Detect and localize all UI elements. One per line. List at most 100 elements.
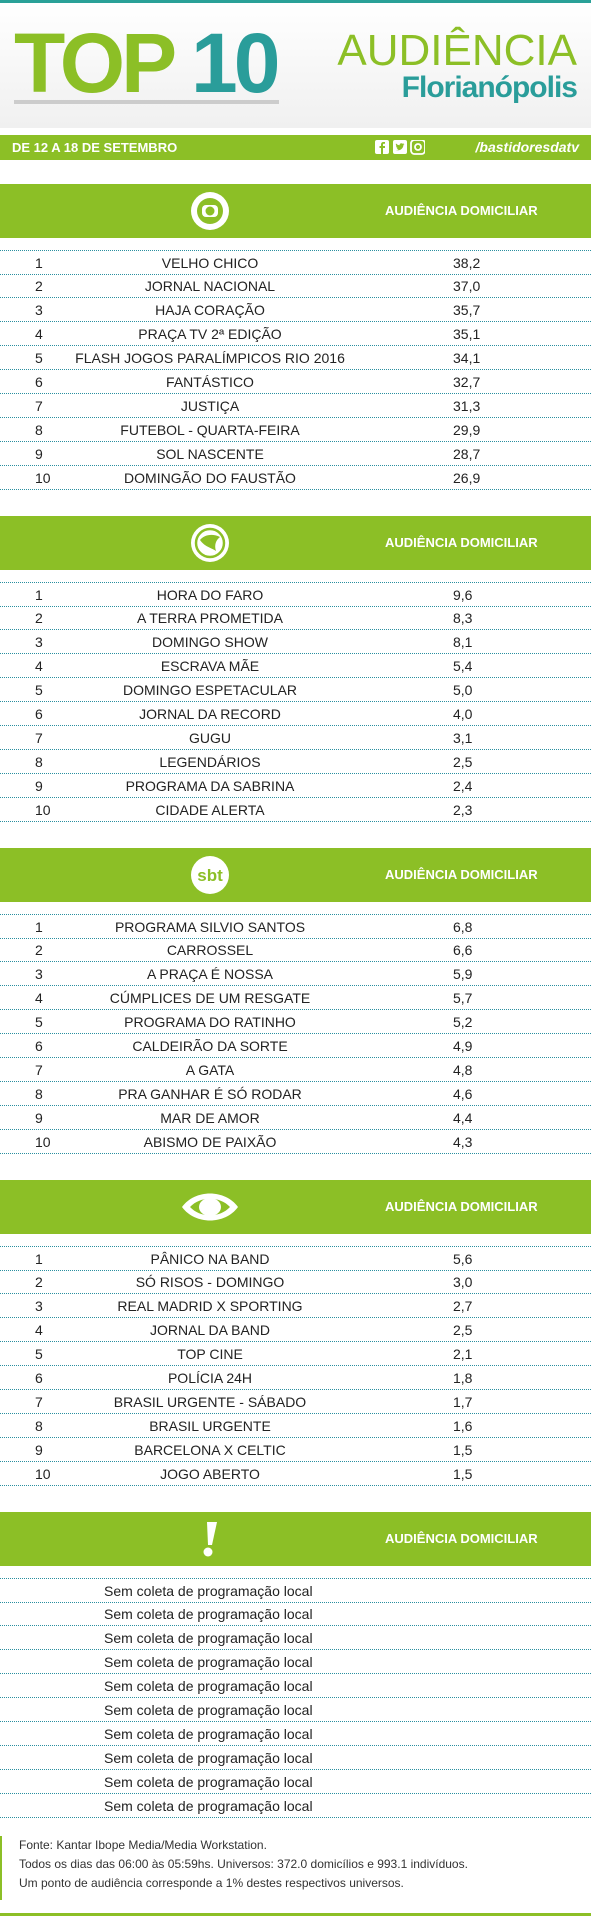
rank: 4 — [35, 326, 43, 342]
table-row: 9 BARCELONA X CELTIC 1,5 — [0, 1438, 591, 1462]
rating: 2,7 — [453, 1298, 473, 1314]
rating: 1,5 — [453, 1442, 473, 1458]
no-data: Sem coleta de programação local — [104, 1630, 313, 1646]
table-row: 8 BRASIL URGENTE 1,6 — [0, 1414, 591, 1438]
exclamation-logo — [203, 1522, 217, 1557]
section-heading: AUDIÊNCIA DOMICILIAR — [385, 203, 538, 218]
no-data: Sem coleta de programação local — [104, 1583, 313, 1599]
rating: 1,8 — [453, 1370, 473, 1386]
program: TOP CINE — [177, 1346, 243, 1362]
table-row: 6 FANTÁSTICO 32,7 — [0, 370, 591, 394]
record-logo — [191, 524, 229, 562]
table-row: 10 CIDADE ALERTA 2,3 — [0, 798, 591, 822]
table-row: 7 GUGU 3,1 — [0, 726, 591, 750]
rank: 10 — [35, 1466, 51, 1482]
title-underline — [14, 100, 279, 104]
program: ESCRAVA MÃE — [160, 658, 260, 674]
rank: 6 — [35, 1038, 43, 1054]
table-row: Sem coleta de programação local — [0, 1626, 591, 1650]
rating: 31,3 — [453, 398, 481, 414]
table-row: 8 FUTEBOL - QUARTA-FEIRA 29,9 — [0, 418, 591, 442]
table-row: 8 PRA GANHAR É SÓ RODAR 4,6 — [0, 1082, 591, 1106]
rank: 7 — [35, 1394, 43, 1410]
table-row: 2 SÓ RISOS - DOMINGO 3,0 — [0, 1270, 591, 1294]
rating: 4,9 — [453, 1038, 473, 1054]
table-row: 1 PROGRAMA SILVIO SANTOS 6,8 — [0, 914, 591, 939]
table-row: 7 BRASIL URGENTE - SÁBADO 1,7 — [0, 1390, 591, 1414]
section-header: sbt AUDIÊNCIA DOMICILIAR — [0, 848, 591, 902]
table-row: 4 ESCRAVA MÃE 5,4 — [0, 654, 591, 678]
rank: 2 — [35, 610, 43, 626]
table-row: 9 PROGRAMA DA SABRINA 2,4 — [0, 774, 591, 798]
program: DOMINGO SHOW — [152, 634, 268, 650]
program: FANTÁSTICO — [166, 374, 254, 390]
top-line — [0, 0, 591, 3]
no-data: Sem coleta de programação local — [104, 1750, 313, 1766]
program: SÓ RISOS - DOMINGO — [135, 1274, 285, 1290]
section-heading: AUDIÊNCIA DOMICILIAR — [385, 535, 538, 550]
program: REAL MADRID X SPORTING — [117, 1298, 303, 1314]
program: JUSTIÇA — [180, 398, 240, 414]
rating: 1,6 — [453, 1418, 473, 1434]
table-row: 1 PÂNICO NA BAND 5,6 — [0, 1246, 591, 1271]
table-row: 4 JORNAL DA BAND 2,5 — [0, 1318, 591, 1342]
rating: 4,8 — [453, 1062, 473, 1078]
rating: 1,7 — [453, 1394, 473, 1410]
no-data: Sem coleta de programação local — [104, 1654, 313, 1670]
no-data: Sem coleta de programação local — [104, 1798, 313, 1814]
rating: 28,7 — [453, 446, 481, 462]
table-row: 10 DOMINGÃO DO FAUSTÃO 26,9 — [0, 466, 591, 490]
program: PROGRAMA DO RATINHO — [124, 1014, 296, 1030]
program: JOGO ABERTO — [160, 1466, 260, 1482]
rating: 5,2 — [453, 1014, 473, 1030]
table-row: 1 VELHO CHICO 38,2 — [0, 250, 591, 275]
program: CÚMPLICES DE UM RESGATE — [109, 990, 311, 1006]
rating: 32,7 — [453, 374, 481, 390]
rank: 9 — [35, 1442, 43, 1458]
rating: 5,7 — [453, 990, 473, 1006]
rank: 2 — [35, 278, 43, 294]
rating: 4,3 — [453, 1134, 473, 1150]
table-row: 5 PROGRAMA DO RATINHO 5,2 — [0, 1010, 591, 1034]
table-row: 2 A TERRA PROMETIDA 8,3 — [0, 606, 591, 630]
table-row: 10 JOGO ABERTO 1,5 — [0, 1462, 591, 1486]
rating: 4,6 — [453, 1086, 473, 1102]
program: GUGU — [189, 730, 231, 746]
rating: 37,0 — [453, 278, 481, 294]
table-row: Sem coleta de programação local — [0, 1674, 591, 1698]
date-bar: DE 12 A 18 DE SETEMBRO /bastidoresdatv — [0, 135, 591, 160]
table-row: 5 FLASH JOGOS PARALÍMPICOS RIO 2016 34,1 — [0, 346, 591, 370]
program: BRASIL URGENTE - SÁBADO — [113, 1394, 307, 1410]
program: JORNAL DA RECORD — [139, 706, 281, 722]
rank: 1 — [35, 1251, 43, 1267]
table-row: Sem coleta de programação local — [0, 1746, 591, 1770]
program: BRASIL URGENTE — [149, 1418, 271, 1434]
table-row: 7 JUSTIÇA 31,3 — [0, 394, 591, 418]
table-row: 8 LEGENDÁRIOS 2,5 — [0, 750, 591, 774]
rank: 8 — [35, 754, 43, 770]
rating: 3,1 — [453, 730, 473, 746]
program: A GATA — [185, 1062, 235, 1078]
logo-text: sbt — [197, 866, 223, 885]
program: A TERRA PROMETIDA — [137, 610, 283, 626]
program: PROGRAMA SILVIO SANTOS — [114, 919, 306, 935]
rank: 3 — [35, 966, 43, 982]
table-row: Sem coleta de programação local — [0, 1650, 591, 1674]
rating: 2,5 — [453, 1322, 473, 1338]
rating: 26,9 — [453, 470, 481, 486]
table-row: 10 ABISMO DE PAIXÃO 4,3 — [0, 1130, 591, 1154]
table-row: 3 HAJA CORAÇÃO 35,7 — [0, 298, 591, 322]
bottom-line — [0, 1913, 591, 1916]
table-row: Sem coleta de programação local — [0, 1770, 591, 1794]
rank: 2 — [35, 1274, 43, 1290]
section-header: AUDIÊNCIA DOMICILIAR — [0, 1180, 591, 1234]
section-heading: AUDIÊNCIA DOMICILIAR — [385, 1199, 538, 1214]
rating: 8,1 — [453, 634, 473, 650]
program: ABISMO DE PAIXÃO — [143, 1134, 277, 1150]
rating: 38,2 — [453, 255, 481, 271]
rank: 4 — [35, 1322, 43, 1338]
top-word: TOP — [14, 16, 176, 110]
sbt-logo: sbt — [191, 856, 229, 894]
program: FUTEBOL - QUARTA-FEIRA — [120, 422, 300, 438]
